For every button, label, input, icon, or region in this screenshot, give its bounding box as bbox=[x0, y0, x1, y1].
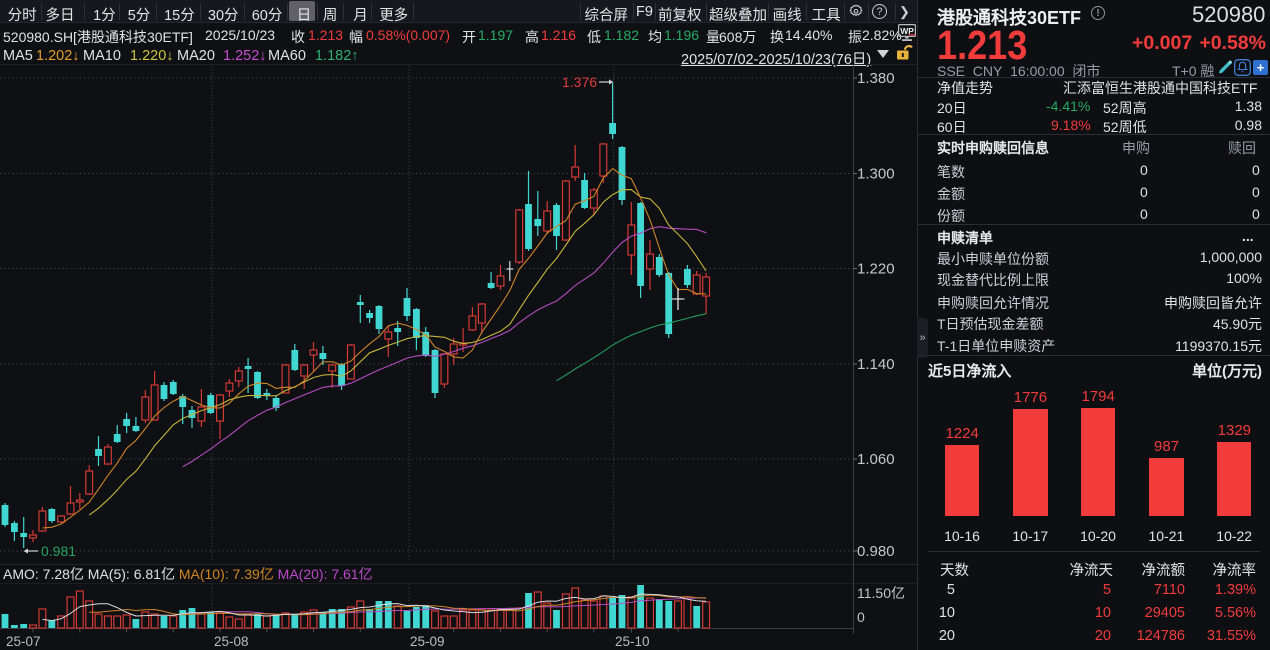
svg-text:1.380: 1.380 bbox=[857, 70, 895, 87]
svg-text:25-09: 25-09 bbox=[410, 634, 445, 649]
svg-text:25-10: 25-10 bbox=[615, 634, 650, 649]
svg-text:11.50亿: 11.50亿 bbox=[857, 585, 905, 601]
svg-text:1.300: 1.300 bbox=[857, 166, 895, 183]
svg-text:1.060: 1.060 bbox=[857, 451, 895, 468]
svg-text:0: 0 bbox=[857, 609, 865, 625]
svg-text:WP: WP bbox=[900, 26, 914, 36]
svg-text:25-08: 25-08 bbox=[214, 634, 249, 649]
svg-text:25-07: 25-07 bbox=[6, 634, 41, 649]
svg-text:0.980: 0.980 bbox=[857, 543, 895, 560]
svg-text:1.140: 1.140 bbox=[857, 356, 895, 373]
svg-text:0.981: 0.981 bbox=[41, 543, 76, 559]
svg-text:1.220: 1.220 bbox=[857, 261, 895, 278]
svg-text:1.376: 1.376 bbox=[562, 74, 597, 90]
svg-text:AMO: 7.28亿 MA(5): 6.81亿 MA(1: AMO: 7.28亿 MA(5): 6.81亿 MA(10): 7.39亿 MA… bbox=[3, 566, 373, 582]
